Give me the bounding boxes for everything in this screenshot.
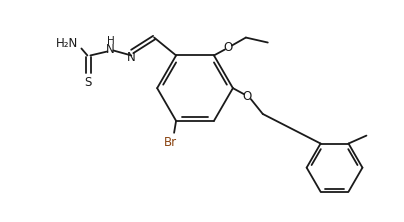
- Text: N: N: [127, 51, 136, 64]
- Text: O: O: [223, 41, 233, 54]
- Text: O: O: [242, 90, 251, 103]
- Text: Br: Br: [164, 136, 177, 149]
- Text: S: S: [85, 76, 92, 89]
- Text: N: N: [106, 43, 115, 56]
- Text: H: H: [107, 36, 115, 46]
- Text: H₂N: H₂N: [55, 37, 78, 50]
